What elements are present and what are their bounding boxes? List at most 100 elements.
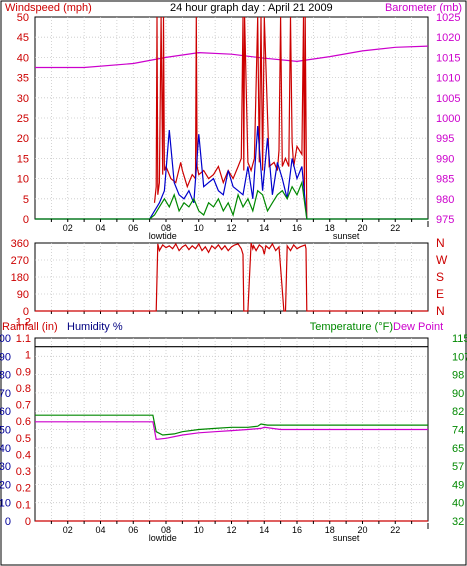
barometer-tick-label: 1020 xyxy=(436,32,460,44)
rainfall-tick-label: 1.2 xyxy=(16,316,31,328)
rainfall-tick-label: 0.3 xyxy=(16,466,31,478)
temperature-tick-label: 49 xyxy=(452,479,464,491)
x-marker-sunset: sunset xyxy=(333,231,360,241)
dew-point-series xyxy=(35,421,428,441)
direction-tick-label: 180 xyxy=(11,272,29,284)
barometer-tick-label: 1010 xyxy=(436,73,460,85)
windspeed-tick-label: 35 xyxy=(17,73,29,85)
average-wind-series xyxy=(35,180,428,220)
x-tick-label: 04 xyxy=(95,223,105,233)
x-tick-label: 10 xyxy=(194,525,204,535)
temperature-tick-label: 107 xyxy=(452,351,467,363)
compass-letter: W xyxy=(436,253,448,267)
x-tick-label: 02 xyxy=(63,525,73,535)
barometer-tick-label: 1025 xyxy=(436,12,460,24)
x-tick-label: 22 xyxy=(390,223,400,233)
windspeed-series xyxy=(35,126,428,220)
windspeed-tick-label: 30 xyxy=(17,93,29,105)
temperature-axis-label: Temperature (°F) xyxy=(310,321,393,333)
x-marker-lowtide: lowtide xyxy=(149,231,177,241)
temperature-tick-label: 32 xyxy=(452,516,464,528)
direction-tick-label: 270 xyxy=(11,255,29,267)
humidity-tick-label: 0 xyxy=(5,516,11,528)
x-tick-label: 08 xyxy=(161,525,171,535)
humidity-tick-label: 60 xyxy=(0,406,11,418)
barometer-tick-label: 990 xyxy=(436,153,454,165)
x-marker-lowtide: lowtide xyxy=(149,533,177,543)
temperature-tick-label: 65 xyxy=(452,443,464,455)
barometer-tick-label: 995 xyxy=(436,133,454,145)
windspeed-tick-label: 45 xyxy=(17,32,29,44)
x-tick-label: 20 xyxy=(357,223,367,233)
windspeed-tick-label: 15 xyxy=(17,153,29,165)
humidity-tick-label: 30 xyxy=(0,461,11,473)
rainfall-tick-label: 0 xyxy=(25,516,31,528)
x-tick-label: 12 xyxy=(226,525,236,535)
x-tick-label: 18 xyxy=(325,223,335,233)
windspeed-tick-label: 10 xyxy=(17,174,29,186)
temperature-tick-label: 40 xyxy=(452,498,464,510)
rainfall-tick-label: 0.1 xyxy=(16,499,31,511)
x-tick-label: 14 xyxy=(259,525,269,535)
barometer-tick-label: 980 xyxy=(436,194,454,206)
x-tick-label: 06 xyxy=(128,525,138,535)
x-tick-label: 06 xyxy=(128,223,138,233)
compass-letter: N xyxy=(436,236,445,250)
temperature-tick-label: 82 xyxy=(452,406,464,418)
rainfall-tick-label: 0.9 xyxy=(16,366,31,378)
x-tick-label: 22 xyxy=(390,525,400,535)
barometer-tick-label: 1000 xyxy=(436,113,460,125)
compass-letter: E xyxy=(436,287,444,301)
x-tick-label: 12 xyxy=(226,223,236,233)
rainfall-tick-label: 0.6 xyxy=(16,416,31,428)
windspeed-tick-label: 0 xyxy=(23,214,29,226)
rainfall-axis-label: Rainfall (in) xyxy=(2,321,58,333)
x-tick-label: 02 xyxy=(63,223,73,233)
windspeed-tick-label: 5 xyxy=(23,194,29,206)
x-tick-label: 16 xyxy=(292,223,302,233)
temperature-tick-label: 90 xyxy=(452,388,464,400)
barometer-axis-label: Barometer (mb) xyxy=(385,2,462,14)
humidity-tick-label: 70 xyxy=(0,388,11,400)
humidity-tick-label: 10 xyxy=(0,498,11,510)
x-marker-sunset: sunset xyxy=(333,533,360,543)
barometer-tick-label: 1015 xyxy=(436,52,460,64)
barometer-tick-label: 1005 xyxy=(436,93,460,105)
windspeed-tick-label: 20 xyxy=(17,133,29,145)
windspeed-axis-label: Windspeed (mph) xyxy=(5,2,92,14)
temperature-tick-label: 98 xyxy=(452,370,464,382)
humidity-tick-label: 50 xyxy=(0,425,11,437)
compass-letter: S xyxy=(436,270,444,284)
x-tick-label: 10 xyxy=(194,223,204,233)
direction-tick-label: 90 xyxy=(17,289,29,301)
humidity-tick-label: 90 xyxy=(0,351,11,363)
rainfall-tick-label: 0.4 xyxy=(16,449,31,461)
barometer-tick-label: 975 xyxy=(436,214,454,226)
direction-tick-label: 0 xyxy=(23,306,29,318)
humidity-tick-label: 100 xyxy=(0,333,11,345)
direction-tick-label: 360 xyxy=(11,238,29,250)
windspeed-tick-label: 25 xyxy=(17,113,29,125)
temperature-tick-label: 74 xyxy=(452,425,464,437)
temperature-tick-label: 57 xyxy=(452,461,464,473)
humidity-tick-label: 40 xyxy=(0,443,11,455)
x-tick-label: 14 xyxy=(259,223,269,233)
x-tick-label: 08 xyxy=(161,223,171,233)
x-tick-label: 18 xyxy=(325,525,335,535)
compass-letter: N xyxy=(436,304,445,318)
wind-direction-series xyxy=(35,242,428,312)
chart-title: 24 hour graph day : April 21 2009 xyxy=(170,2,333,14)
rainfall-tick-label: 0.7 xyxy=(16,400,31,412)
gust-series xyxy=(153,16,308,220)
dewpoint-axis-label: Dew Point xyxy=(393,321,443,333)
humidity-tick-label: 20 xyxy=(0,479,11,491)
x-tick-label: 16 xyxy=(292,525,302,535)
rainfall-tick-label: 0.8 xyxy=(16,383,31,395)
temperature-tick-label: 115 xyxy=(452,333,467,345)
x-tick-label: 20 xyxy=(357,525,367,535)
rainfall-tick-label: 0.5 xyxy=(16,433,31,445)
windspeed-tick-label: 50 xyxy=(17,12,29,24)
windspeed-tick-label: 40 xyxy=(17,52,29,64)
